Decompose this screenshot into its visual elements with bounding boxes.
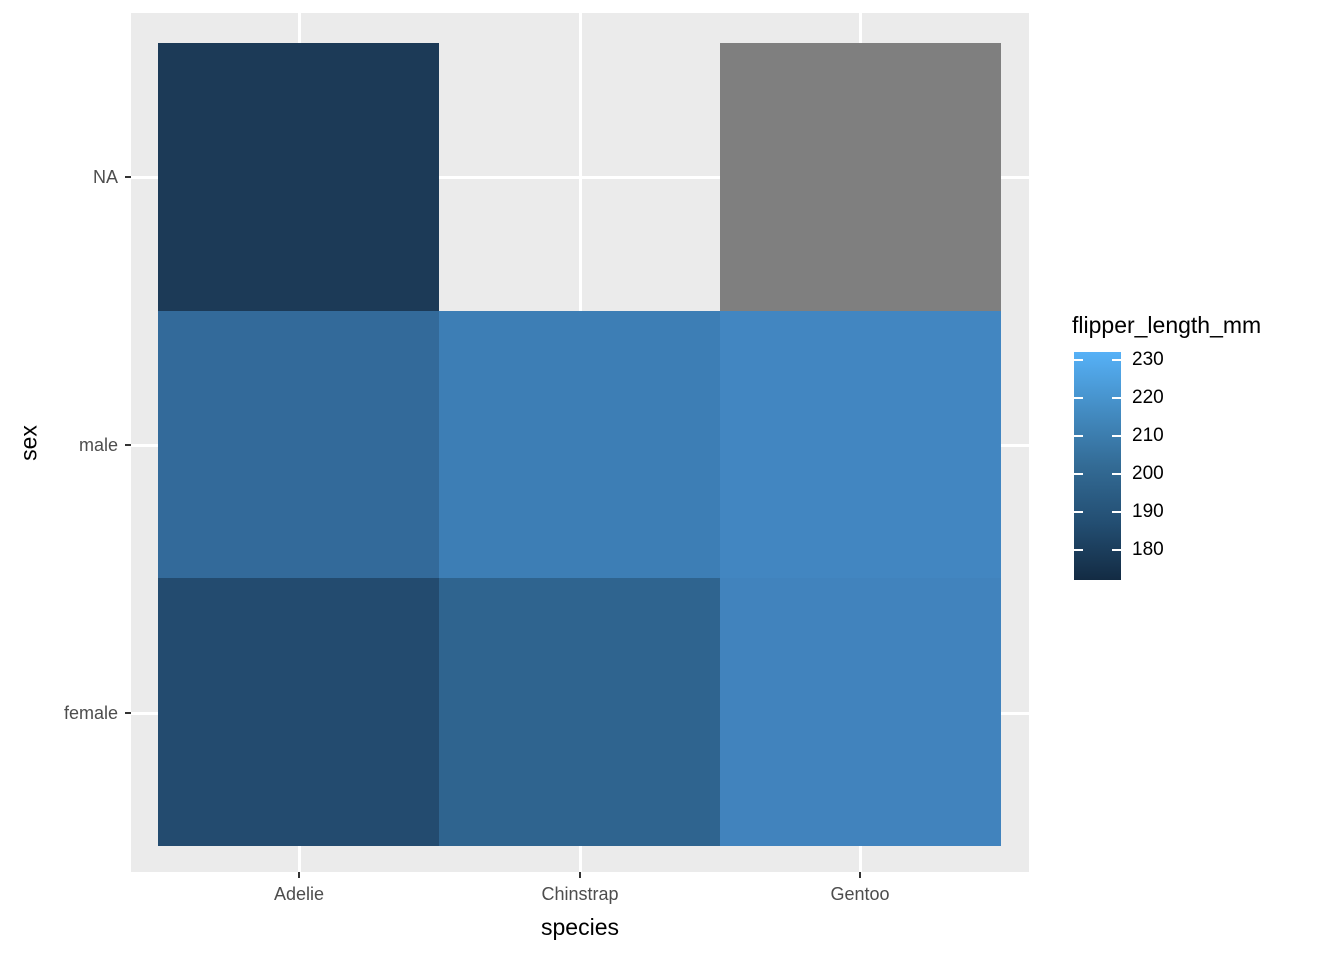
y-tick-mark: [125, 444, 131, 446]
heatmap-tile: [158, 43, 439, 311]
legend-tick-mark: [1074, 548, 1083, 551]
heatmap-tile: [439, 310, 720, 579]
legend-tick-mark: [1112, 548, 1121, 551]
legend-tick-mark: [1112, 472, 1121, 475]
heatmap-tile: [439, 578, 720, 846]
legend-tick-mark: [1112, 510, 1121, 513]
legend-tick-mark: [1074, 358, 1083, 361]
x-tick-mark: [859, 872, 861, 878]
legend-tick-label: 230: [1132, 349, 1164, 370]
y-axis-title: sex: [15, 425, 42, 461]
plot-panel: [131, 13, 1029, 872]
y-tick-label-male: male: [78, 435, 118, 455]
legend-tick-label: 190: [1132, 501, 1164, 522]
heatmap-tile: [720, 43, 1001, 311]
x-tick-label-adelie: Adelie: [273, 884, 325, 904]
legend-tick-mark: [1074, 472, 1083, 475]
x-tick-label-gentoo: Gentoo: [830, 884, 890, 904]
legend-tick-mark: [1112, 358, 1121, 361]
heatmap-tile: [158, 310, 439, 579]
x-axis-title: species: [541, 914, 619, 940]
legend-tick-mark: [1112, 434, 1121, 437]
x-tick-mark: [298, 872, 300, 878]
legend-tick-mark: [1112, 396, 1121, 399]
legend-tick-label: 210: [1132, 425, 1164, 446]
x-tick-mark: [579, 872, 581, 878]
legend-colorbar: [1074, 352, 1121, 580]
gridline-horizontal: [131, 176, 1029, 179]
legend-tick-label: 220: [1132, 387, 1164, 408]
legend-tick-label: 200: [1132, 463, 1164, 484]
legend-tick-mark: [1074, 434, 1083, 437]
y-tick-label-na: NA: [92, 167, 118, 187]
legend-tick-mark: [1074, 396, 1083, 399]
y-tick-label-female: female: [63, 703, 118, 723]
legend-tick-label: 180: [1132, 539, 1164, 560]
y-tick-mark: [125, 176, 131, 178]
heatmap-tile: [720, 578, 1001, 846]
legend-title: flipper_length_mm: [1072, 312, 1262, 338]
x-tick-label-chinstrap: Chinstrap: [541, 884, 619, 904]
legend-tick-mark: [1074, 510, 1083, 513]
y-tick-mark: [125, 712, 131, 714]
heatmap-tile: [158, 578, 439, 846]
heatmap-tile: [720, 310, 1001, 579]
